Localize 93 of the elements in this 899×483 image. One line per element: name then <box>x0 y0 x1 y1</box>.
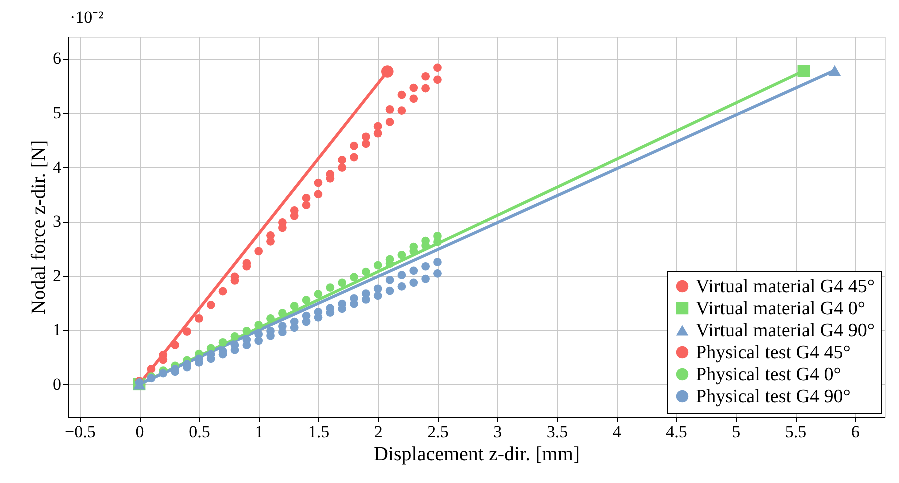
point <box>798 65 810 78</box>
point <box>350 142 358 150</box>
point <box>410 94 418 104</box>
point <box>434 76 442 84</box>
point <box>374 261 382 270</box>
point <box>302 201 311 210</box>
x-tick-label: 3 <box>494 422 502 442</box>
point <box>422 274 430 284</box>
point <box>410 266 418 276</box>
point <box>314 190 323 199</box>
point <box>434 270 442 278</box>
x-tick-label: 3.5 <box>546 422 568 442</box>
point <box>302 194 311 202</box>
point <box>362 296 370 304</box>
point <box>195 314 204 323</box>
point <box>422 262 430 271</box>
point <box>422 84 430 93</box>
x-tick-label: 2.5 <box>428 422 449 442</box>
x-tick-label: 0.5 <box>189 422 210 442</box>
point <box>362 268 370 276</box>
point <box>386 118 394 126</box>
x-tick-label: 4.5 <box>666 422 688 442</box>
point <box>410 278 418 288</box>
point <box>218 338 228 347</box>
point <box>362 140 370 148</box>
point <box>278 309 287 318</box>
x-tick-label: 5 <box>732 422 741 442</box>
x-tick-label: 4 <box>612 422 622 442</box>
point <box>410 84 418 92</box>
point <box>218 287 228 296</box>
x-tick-label: 6 <box>851 422 860 442</box>
legend-label: Virtual material G4 45° <box>696 276 875 298</box>
point <box>374 292 382 300</box>
y-tick-label: 1 <box>53 320 62 340</box>
point <box>171 341 180 350</box>
y-tick-label: 4 <box>53 158 62 177</box>
point <box>422 72 430 81</box>
point <box>230 332 240 341</box>
point <box>350 273 358 282</box>
point <box>398 106 406 116</box>
text: ·10⁻² <box>70 8 104 27</box>
point <box>386 286 394 296</box>
point <box>434 64 442 72</box>
point <box>374 129 382 138</box>
x-tick-label: 2 <box>374 422 383 442</box>
legend-label: Virtual material G4 90° <box>696 320 875 342</box>
point <box>398 282 406 291</box>
point <box>350 153 358 162</box>
y-tick-label: 2 <box>53 266 62 286</box>
y-tick-label: 0 <box>53 374 62 394</box>
point <box>254 336 264 346</box>
point <box>338 278 347 288</box>
point <box>398 90 406 100</box>
y-tick-label: 3 <box>53 212 62 232</box>
x-axis-title: Displacement z-dir. [mm] <box>374 444 580 466</box>
legend-label: Physical test G4 45° <box>696 342 851 364</box>
point <box>398 251 406 260</box>
point <box>374 122 382 131</box>
point <box>362 132 370 142</box>
point <box>290 302 299 310</box>
point <box>386 106 394 114</box>
x-tick-label: 0 <box>136 422 144 442</box>
point <box>314 290 323 298</box>
y-axis-title: Nodal force z-dir. [N] <box>28 140 50 315</box>
y-tick-label: 5 <box>53 104 62 122</box>
point <box>338 156 347 164</box>
point <box>278 328 287 336</box>
point <box>266 314 275 323</box>
point <box>374 284 382 294</box>
point <box>302 296 311 304</box>
y-tick-label: 6 <box>53 49 62 68</box>
point <box>254 247 264 256</box>
legend-label: Physical test G4 90° <box>696 386 851 408</box>
point <box>338 164 347 172</box>
x-tick-label: 1 <box>255 422 264 442</box>
point <box>326 284 335 292</box>
x-tick-label: −0.5 <box>65 422 96 442</box>
point <box>242 327 252 336</box>
legend-label: Virtual material G4 0° <box>696 298 866 320</box>
point <box>206 300 216 310</box>
point <box>434 238 442 246</box>
point <box>183 328 192 336</box>
point <box>386 276 394 284</box>
point <box>159 369 168 378</box>
point <box>398 271 406 280</box>
point <box>434 258 442 266</box>
legend-label: Physical test G4 0° <box>696 364 842 386</box>
point <box>382 66 394 78</box>
point <box>314 178 323 188</box>
point <box>254 321 264 330</box>
x-tick-label: 1.5 <box>308 422 330 442</box>
point <box>147 365 156 374</box>
x-tick-label: 5.5 <box>785 422 807 442</box>
